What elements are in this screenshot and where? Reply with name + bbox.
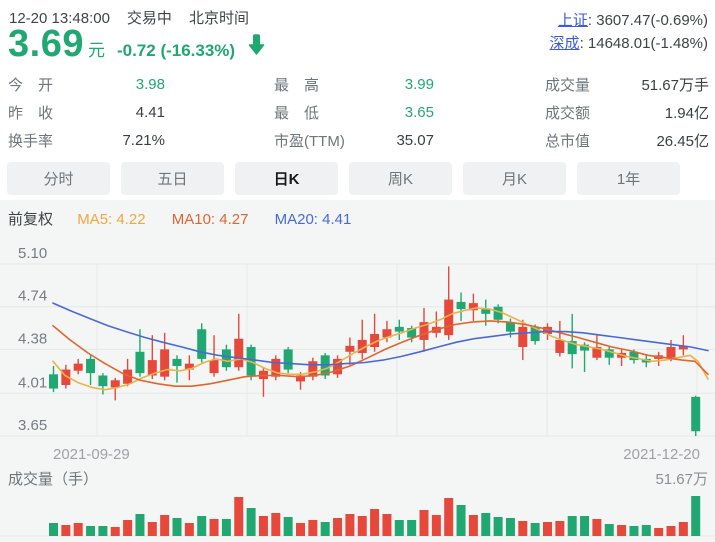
ma5-legend: MA5: 4.22 [77, 211, 146, 228]
svg-text:成交量（手）: 成交量（手） [8, 470, 98, 488]
index-shanghai: 上证: 3607.47(-0.69%) [550, 9, 708, 32]
ma-legend-row: 前复权 MA5: 4.22 MA10: 4.27 MA20: 4.41 [8, 208, 373, 229]
stat-open: 今 开 3.98 [8, 75, 165, 94]
price-unit: 元 [87, 41, 105, 60]
period-tabs: 分时 五日 日K 周K 月K 1年 [7, 162, 680, 195]
svg-text:3.65: 3.65 [18, 417, 47, 434]
svg-text:4.74: 4.74 [18, 288, 47, 305]
stat-pe-ttm: 市盈(TTM) 35.07 [274, 131, 434, 150]
stat-amount: 成交额 1.94亿 [545, 104, 709, 122]
index-sep: : [587, 12, 597, 29]
price-down-arrow-icon [247, 34, 266, 60]
stat-low: 最 低 3.65 [274, 103, 434, 122]
quote-time-row: 12-20 13:48:00 交易中 北京时间 [9, 7, 266, 28]
stats-column-3: 成交量 51.67万手 成交额 1.94亿 总市值 26.45亿 [545, 70, 709, 154]
adjust-mode-toggle[interactable]: 前复权 [8, 211, 54, 228]
tab-monthly-k[interactable]: 月K [463, 162, 566, 195]
ma-lines [52, 302, 709, 391]
tab-minute[interactable]: 分时 [7, 162, 110, 195]
index-shanghai-value: 3607.47(-0.69%) [596, 12, 708, 29]
index-shanghai-link[interactable]: 上证 [557, 12, 588, 29]
stat-turnover-rate: 换手率 7.21% [8, 131, 165, 150]
price-change: -0.72 (-16.33%) [116, 41, 236, 60]
stats-column-2: 最 高 3.99 最 低 3.65 市盈(TTM) 35.07 [274, 70, 434, 154]
chart-panel: 前复权 MA5: 4.22 MA10: 4.27 MA20: 4.41 5.10… [0, 200, 715, 542]
price-gridlines [0, 263, 715, 537]
current-price: 3.69 [8, 23, 84, 65]
axis-labels: 5.10 4.74 4.38 4.01 3.65 2021-09-29 2021-12-20… [8, 245, 708, 488]
svg-text:2021-12-20: 2021-12-20 [623, 446, 700, 463]
index-sep: : [579, 35, 588, 52]
volume-bars [49, 496, 701, 536]
kline-chart[interactable]: 5.10 4.74 4.38 4.01 3.65 2021-09-29 2021-12-20… [0, 240, 715, 542]
tab-weekly-k[interactable]: 周K [349, 162, 452, 195]
svg-text:4.01: 4.01 [18, 374, 47, 391]
svg-text:51.67万: 51.67万 [655, 471, 708, 488]
stat-high: 最 高 3.99 [274, 75, 434, 94]
timezone-label: 北京时间 [188, 10, 249, 27]
svg-text:2021-09-29: 2021-09-29 [53, 446, 130, 463]
ma20-legend: MA20: 4.41 [274, 211, 352, 228]
index-shenzhen-link[interactable]: 深成 [549, 35, 580, 52]
svg-text:5.10: 5.10 [18, 245, 47, 262]
price-row: 3.69 元 -0.72 (-16.33%) [8, 25, 266, 63]
trading-status: 交易中 [126, 10, 172, 27]
stat-market-cap: 总市值 26.45亿 [545, 132, 709, 150]
tab-daily-k[interactable]: 日K [235, 162, 338, 195]
tab-1year[interactable]: 1年 [577, 162, 680, 195]
index-shenzhen: 深成: 14648.01(-1.48%) [550, 32, 708, 55]
candles [49, 266, 701, 436]
quote-timestamp: 12-20 13:48:00 [9, 10, 110, 27]
tab-5day[interactable]: 五日 [121, 162, 224, 195]
index-shenzhen-value: 14648.01(-1.48%) [587, 35, 708, 52]
market-indices: 上证: 3607.47(-0.69%) 深成: 14648.01(-1.48%) [550, 9, 708, 55]
stats-column-1: 今 开 3.98 昨 收 4.41 换手率 7.21% [8, 70, 165, 154]
stat-prev-close: 昨 收 4.41 [8, 103, 165, 122]
stat-volume: 成交量 51.67万手 [545, 76, 709, 94]
ma10-legend: MA10: 4.27 [171, 211, 249, 228]
svg-text:4.38: 4.38 [18, 330, 47, 347]
